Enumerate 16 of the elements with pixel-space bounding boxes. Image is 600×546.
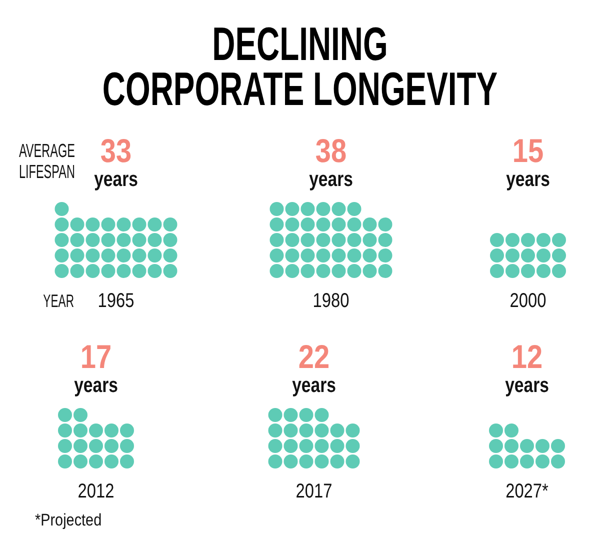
text: DECLINING CORPORATE LONGEVITY [102, 18, 498, 116]
text: YEAR [43, 291, 74, 312]
data-label: 38 years [309, 132, 353, 192]
data-label: 22 years [292, 338, 336, 398]
data-label: 12 years [505, 338, 549, 398]
category-label: 1965 [98, 288, 134, 312]
category-label: 2017 [296, 478, 332, 502]
category-label: 2027* [506, 478, 548, 502]
category-label: 1980 [312, 288, 350, 312]
data-label: 15 years [506, 132, 550, 192]
category-label: 2000 [510, 288, 546, 312]
category-label: 2012 [78, 478, 114, 502]
data-label: 17 years [74, 338, 118, 398]
text: AVERAGE LIFESPAN [18, 141, 75, 183]
text: *Projected [35, 511, 102, 530]
data-label: 33 years [94, 132, 138, 192]
